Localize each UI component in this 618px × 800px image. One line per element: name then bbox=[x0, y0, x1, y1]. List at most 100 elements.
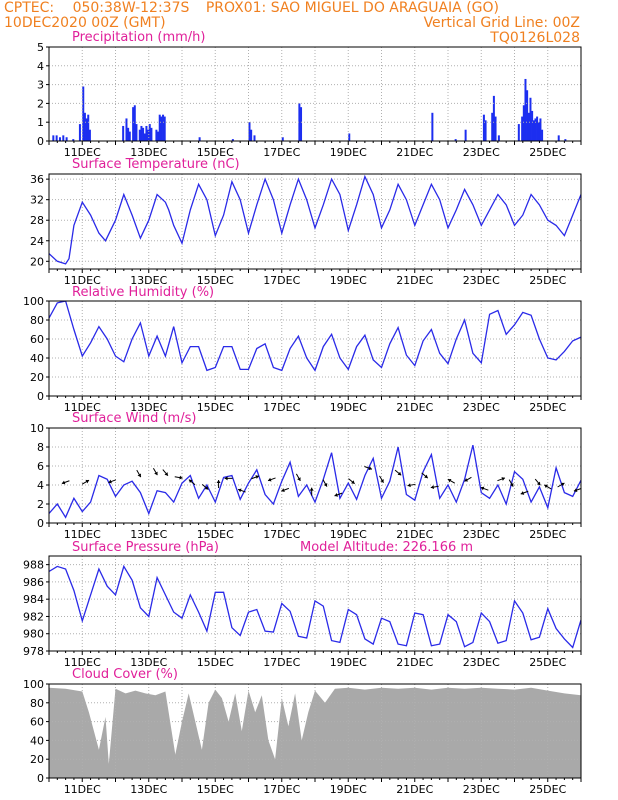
precip-bar bbox=[72, 139, 75, 141]
wind-arrow bbox=[480, 486, 489, 491]
x-tick-label: 13DEC bbox=[130, 783, 167, 796]
wind-arrow bbox=[136, 469, 142, 478]
wind-arrow bbox=[201, 483, 209, 490]
y-tick-label: 4 bbox=[37, 479, 44, 492]
precip-bar bbox=[231, 139, 234, 141]
panel-4: 0 2 4 6 8 10 11DEC 13DEC 15DEC 17DEC 19DEC 21DEC 23D… bbox=[30, 411, 582, 541]
precip-bar bbox=[491, 112, 494, 141]
y-tick-label: 36 bbox=[30, 173, 44, 186]
y-tick-label: 982 bbox=[23, 610, 44, 623]
wind-arrow bbox=[309, 487, 314, 496]
y-tick-label: 28 bbox=[30, 214, 44, 227]
precip-bar bbox=[281, 137, 284, 141]
y-tick-label: 0 bbox=[37, 772, 44, 785]
precip-bar bbox=[142, 127, 145, 141]
precip-bar bbox=[160, 116, 163, 141]
precip-bar bbox=[532, 120, 535, 141]
precip-bar bbox=[138, 129, 141, 141]
wind-arrow bbox=[81, 479, 90, 485]
plot-frame bbox=[48, 46, 582, 142]
precip-bar bbox=[148, 124, 151, 141]
precip-bar bbox=[85, 118, 88, 141]
y-tick-label: 0 bbox=[37, 390, 44, 403]
x-tick-label: 15DEC bbox=[197, 274, 234, 287]
precip-bar bbox=[454, 139, 457, 141]
precip-bar bbox=[133, 105, 136, 141]
x-tick-label: 15DEC bbox=[197, 528, 234, 541]
precip-bar bbox=[78, 124, 81, 141]
wind-arrow bbox=[394, 469, 402, 476]
x-tick-label: 19DEC bbox=[330, 146, 367, 159]
y-tick-label: 2 bbox=[37, 498, 44, 511]
x-tick-label: 15DEC bbox=[197, 146, 234, 159]
precip-bar bbox=[158, 114, 161, 141]
precip-bar bbox=[298, 103, 301, 141]
x-tick-label: 17DEC bbox=[263, 274, 300, 287]
y-tick-label: 984 bbox=[23, 593, 44, 606]
x-tick-label: 23DEC bbox=[463, 401, 500, 414]
y-tick-label: 32 bbox=[30, 194, 44, 207]
series-line bbox=[49, 444, 581, 519]
plot-frame bbox=[48, 173, 582, 270]
precip-bar bbox=[58, 137, 61, 141]
x-tick-label: 25DEC bbox=[529, 274, 566, 287]
x-tick-label: 11DEC bbox=[64, 146, 101, 159]
y-tick-label: 10 bbox=[30, 422, 44, 435]
header-grid-note: Vertical Grid Line: 00Z bbox=[423, 15, 580, 31]
y-tick-label: 986 bbox=[23, 576, 44, 589]
y-tick-label: 40 bbox=[30, 352, 44, 365]
precip-bar bbox=[122, 125, 125, 141]
panel-3: 0 20 40 60 80 100 11DEC 13DEC 15DEC 17DEC 19DEC 21D… bbox=[23, 285, 582, 414]
wind-arrow bbox=[108, 479, 117, 484]
x-tick-label: 15DEC bbox=[197, 401, 234, 414]
precip-bar bbox=[521, 116, 524, 141]
wind-arrow bbox=[162, 469, 169, 477]
x-tick-label: 11DEC bbox=[64, 274, 101, 287]
x-tick-label: 19DEC bbox=[330, 401, 367, 414]
y-tick-label: 978 bbox=[23, 645, 44, 658]
x-tick-label: 13DEC bbox=[130, 656, 167, 669]
panel-title: Surface Temperature (nC) bbox=[72, 157, 240, 172]
x-tick-label: 23DEC bbox=[463, 274, 500, 287]
wind-arrow bbox=[188, 479, 196, 486]
x-tick-label: 11DEC bbox=[64, 783, 101, 796]
y-tick-label: 4 bbox=[37, 60, 44, 73]
precip-bar bbox=[564, 139, 567, 141]
precip-bar bbox=[534, 118, 537, 141]
precip-bar bbox=[484, 120, 487, 141]
panel-1: 0 1 2 3 4 5 11DEC 13DEC 15DEC 17DEC 19DEC 21DEC 23DE… bbox=[37, 30, 582, 159]
panel-title: Surface Wind (m/s) bbox=[72, 411, 196, 426]
precip-bar bbox=[539, 118, 542, 141]
y-tick-label: 60 bbox=[30, 333, 44, 346]
y-tick-label: 20 bbox=[30, 753, 44, 766]
header-source: CPTEC: bbox=[4, 0, 55, 16]
y-tick-label: 80 bbox=[30, 697, 44, 710]
y-tick-label: 100 bbox=[23, 295, 44, 308]
wind-arrow bbox=[237, 488, 246, 493]
wind-arrow bbox=[447, 478, 456, 484]
wind-arrow bbox=[334, 492, 343, 497]
wind-arrow bbox=[251, 475, 260, 480]
wind-arrow bbox=[557, 482, 565, 488]
y-tick-label: 20 bbox=[30, 371, 44, 384]
wind-arrow bbox=[224, 476, 233, 481]
x-tick-label: 19DEC bbox=[330, 528, 367, 541]
precip-bar bbox=[62, 135, 65, 141]
precip-bar bbox=[52, 135, 55, 141]
series-line bbox=[49, 301, 581, 372]
precip-bar bbox=[524, 78, 527, 141]
x-tick-label: 11DEC bbox=[64, 401, 101, 414]
x-tick-label: 11DEC bbox=[64, 528, 101, 541]
panel-2: 20 24 28 32 36 11DEC 13DEC 15DEC 17DEC 19DEC 21DEC… bbox=[30, 157, 582, 287]
precip-bar bbox=[248, 122, 251, 141]
x-tick-label: 21DEC bbox=[396, 146, 433, 159]
x-tick-label: 25DEC bbox=[529, 401, 566, 414]
precip-bar bbox=[482, 114, 485, 141]
precip-bar bbox=[517, 124, 520, 141]
x-tick-label: 17DEC bbox=[263, 146, 300, 159]
panel-title: Cloud Cover (%) bbox=[72, 667, 178, 682]
y-tick-label: 60 bbox=[30, 716, 44, 729]
precip-bar bbox=[250, 129, 253, 141]
x-tick-label: 25DEC bbox=[529, 656, 566, 669]
x-tick-label: 21DEC bbox=[396, 783, 433, 796]
